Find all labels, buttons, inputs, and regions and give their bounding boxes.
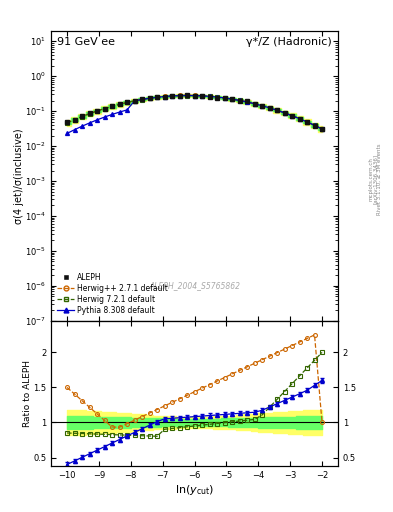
Text: Rivet 3.1.10, ≥ 3M events: Rivet 3.1.10, ≥ 3M events bbox=[377, 143, 382, 215]
Y-axis label: Ratio to ALEPH: Ratio to ALEPH bbox=[23, 360, 32, 427]
Text: ALEPH_2004_S5765862: ALEPH_2004_S5765862 bbox=[149, 282, 240, 290]
Text: mcplots.cern.ch: mcplots.cern.ch bbox=[369, 157, 374, 201]
Y-axis label: σ(4 jet)/σ(inclusive): σ(4 jet)/σ(inclusive) bbox=[14, 128, 24, 224]
Text: γ*/Z (Hadronic): γ*/Z (Hadronic) bbox=[246, 36, 332, 47]
Legend: ALEPH, Herwig++ 2.7.1 default, Herwig 7.2.1 default, Pythia 8.308 default: ALEPH, Herwig++ 2.7.1 default, Herwig 7.… bbox=[55, 271, 170, 317]
Text: 91 GeV ee: 91 GeV ee bbox=[57, 36, 115, 47]
X-axis label: $\ln(y_{\rm cut})$: $\ln(y_{\rm cut})$ bbox=[175, 482, 214, 497]
Text: [arXiv:1306.3436]: [arXiv:1306.3436] bbox=[373, 154, 378, 204]
